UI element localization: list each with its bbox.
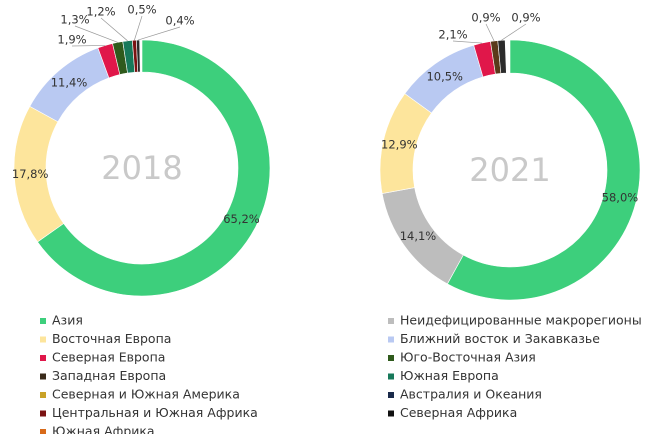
value-label: 12,9%	[381, 137, 418, 151]
legend-label: Северная Африка	[400, 405, 517, 420]
slice	[446, 39, 641, 301]
legend-label: Неидефицированные макрорегионы	[400, 313, 642, 328]
leader-line	[100, 17, 128, 42]
center-label: 2021	[469, 151, 550, 189]
legend-swatch	[40, 318, 46, 324]
legend-label: Северная Европа	[52, 350, 165, 365]
value-label: 17,8%	[12, 167, 49, 181]
legend-swatch	[388, 355, 394, 361]
value-label: 0,9%	[511, 11, 540, 25]
value-label: 0,9%	[471, 11, 500, 25]
legend-swatch	[40, 355, 46, 361]
slice	[136, 39, 141, 73]
leader-line	[452, 40, 483, 44]
legend-label: Южная Европа	[400, 368, 499, 383]
legend-swatch	[40, 336, 46, 343]
value-label: 2,1%	[438, 28, 467, 42]
leader-line	[134, 15, 143, 41]
legend-label: Западная Европа	[52, 368, 166, 383]
legend-label: Южная Африка	[52, 424, 155, 434]
legend-label: Азия	[52, 313, 83, 328]
legend-swatch	[40, 373, 46, 380]
leader-line	[501, 23, 527, 41]
legend-label: Восточная Европа	[52, 331, 171, 346]
legend-label: Северная и Южная Америка	[52, 387, 240, 402]
leader-line	[485, 23, 495, 42]
value-label: 14,1%	[400, 229, 437, 243]
value-label: 0,4%	[165, 14, 194, 28]
value-label: 65,2%	[223, 212, 260, 226]
legend-swatch	[388, 318, 394, 324]
legend-swatch	[388, 336, 394, 343]
value-label: 1,9%	[57, 33, 86, 47]
leader-line	[137, 26, 181, 41]
value-label: 10,5%	[426, 70, 463, 84]
legend-label: Австралия и Океания	[400, 387, 542, 402]
value-label: 1,3%	[60, 13, 89, 27]
center-label: 2018	[101, 149, 182, 187]
slice	[37, 39, 271, 297]
legend-label: Центральная и Южная Африка	[52, 405, 258, 420]
legend-swatch	[388, 410, 394, 417]
legend-label: Юго-Восточная Азия	[400, 350, 536, 365]
leader-line	[71, 45, 106, 47]
value-label: 58,0%	[602, 191, 639, 205]
legend-swatch	[40, 392, 46, 398]
legend-swatch	[40, 429, 46, 434]
value-label: 1,2%	[86, 5, 115, 19]
slice	[497, 39, 507, 74]
value-label: 0,5%	[127, 3, 156, 17]
legend-swatch	[40, 410, 46, 417]
legend-swatch	[388, 373, 394, 380]
leader-line	[74, 25, 118, 43]
legend-label: Ближний восток и Закавказье	[400, 331, 600, 346]
legend-swatch	[388, 392, 394, 398]
value-label: 11,4%	[51, 76, 88, 90]
